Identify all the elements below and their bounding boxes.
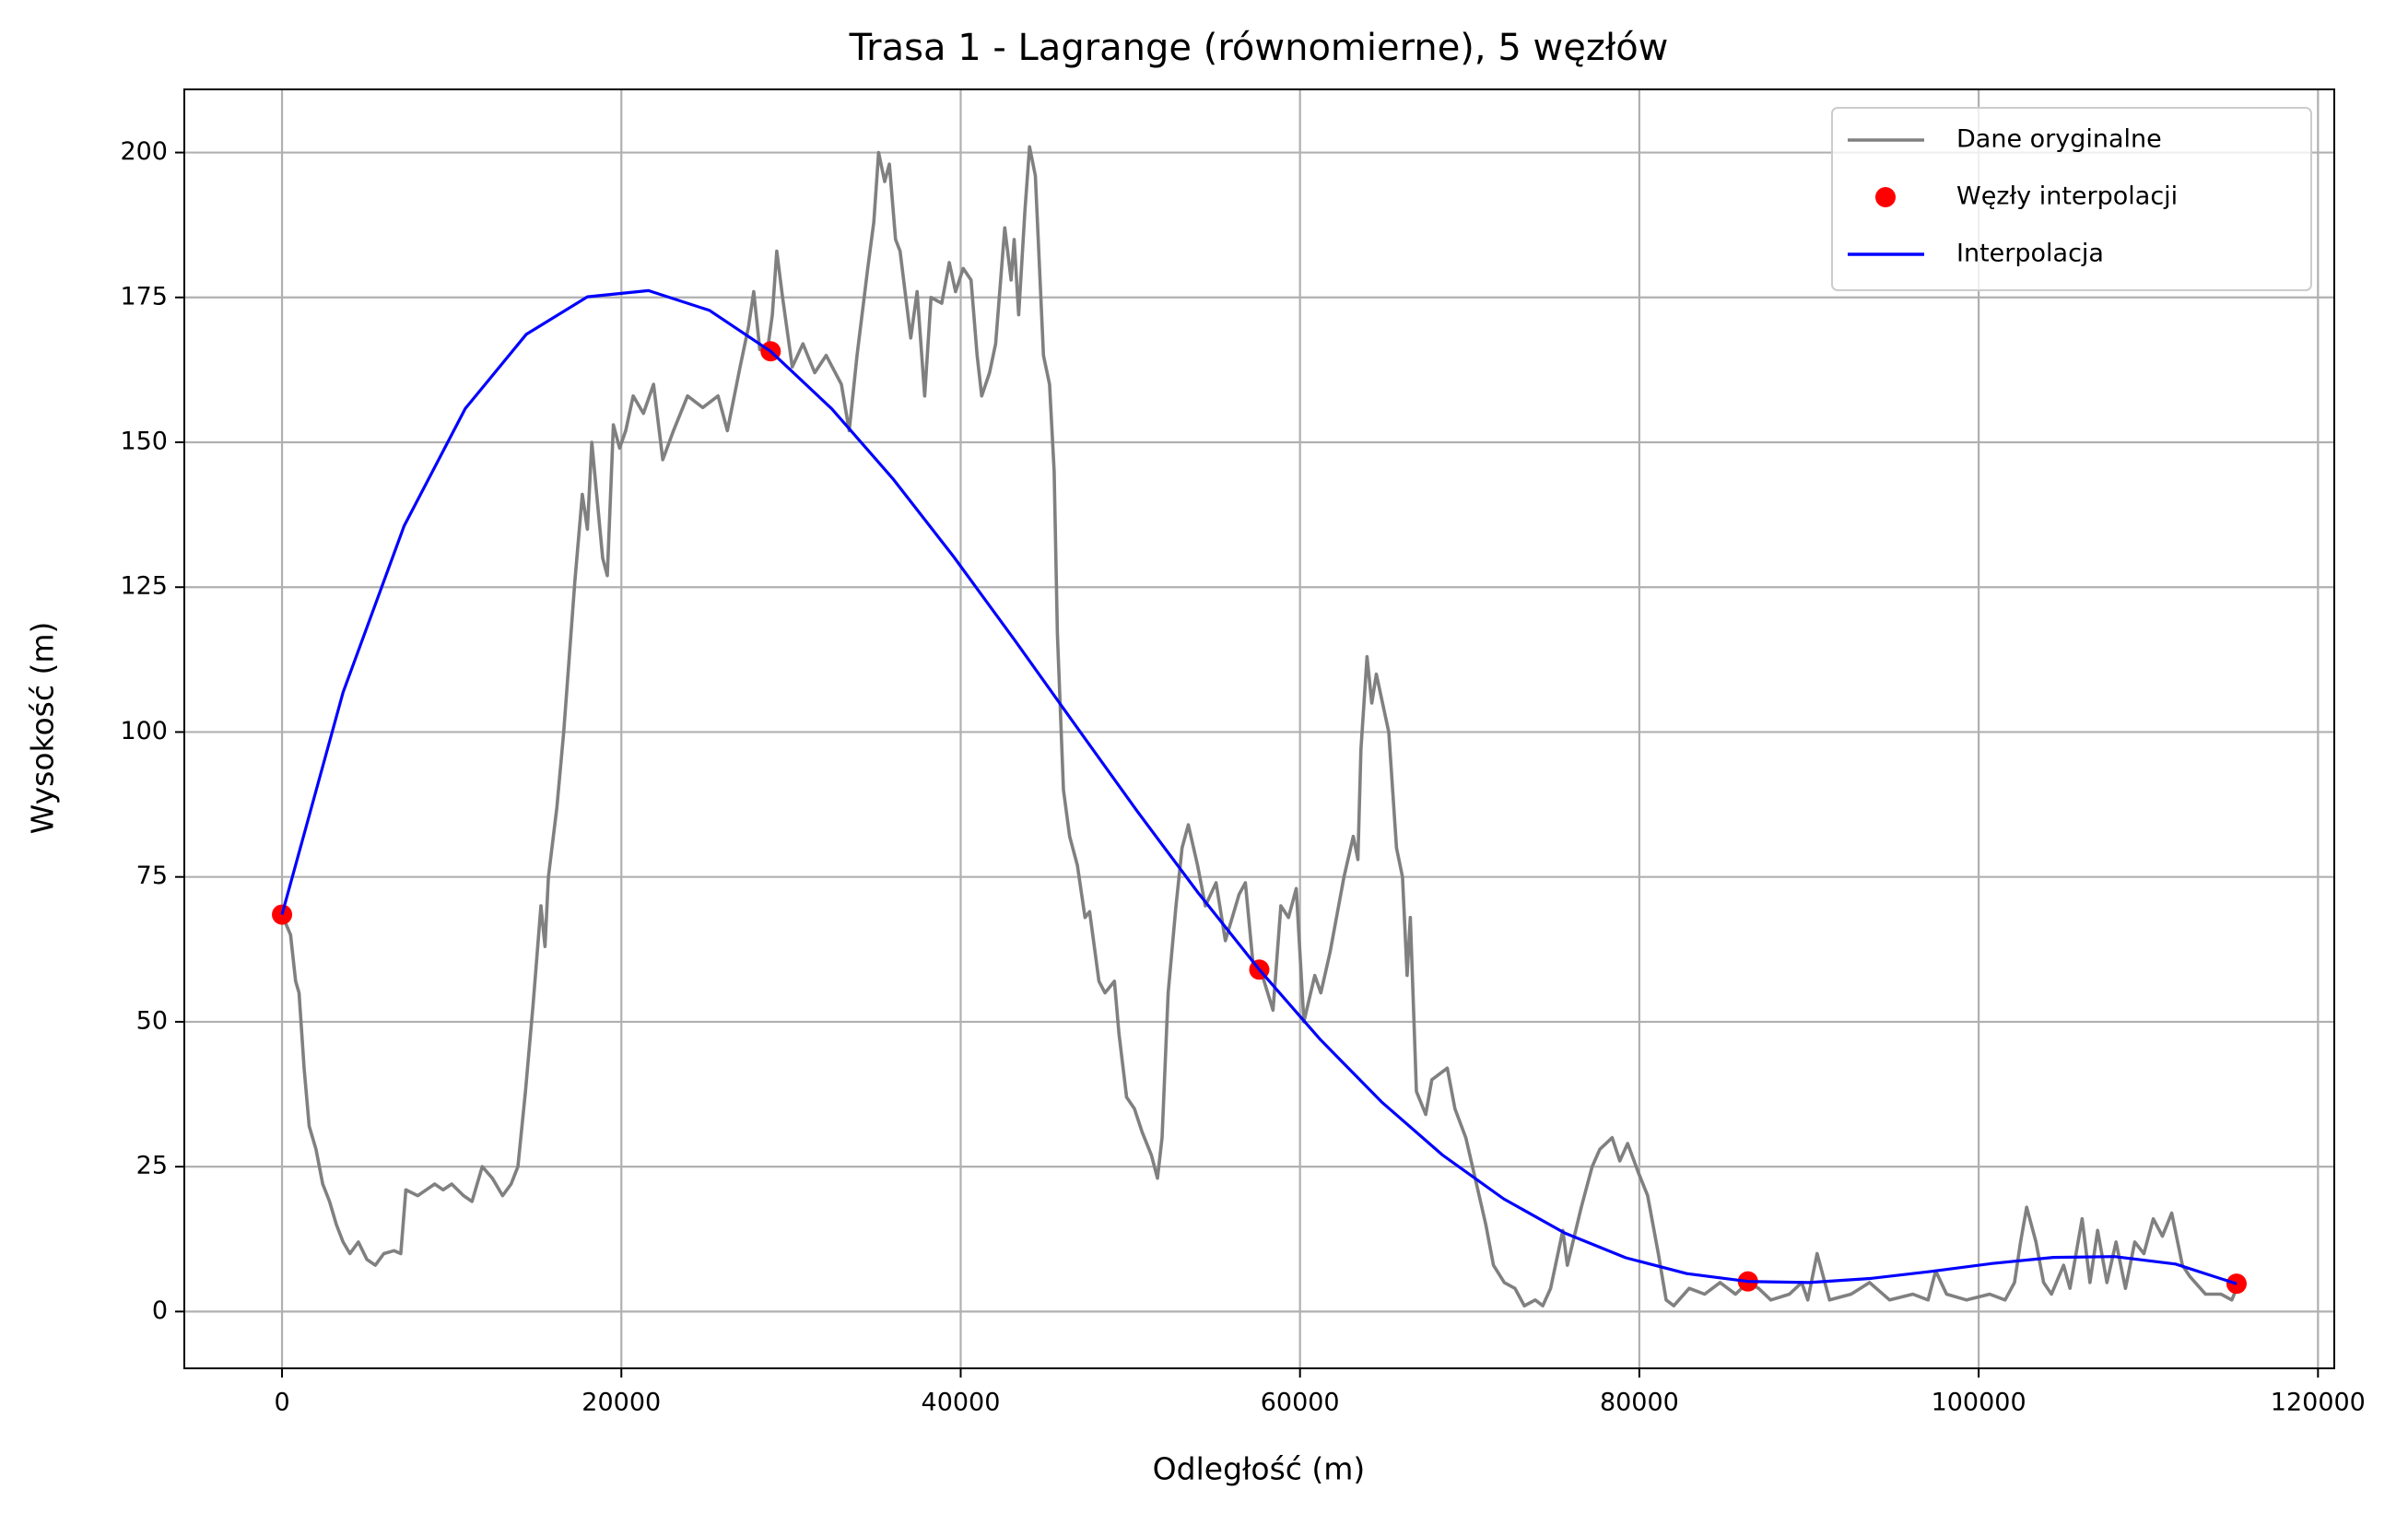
plot-frame: [183, 88, 2335, 1369]
x-tick-label: 20000: [581, 1389, 661, 1417]
y-tick-label: 175: [120, 282, 168, 311]
y-tick-label: 200: [120, 137, 168, 166]
x-tick-label: 0: [274, 1389, 289, 1417]
legend-label: Węzły interpolacji: [1956, 182, 2178, 211]
y-tick-label: 50: [136, 1006, 168, 1035]
y-tick-label: 0: [152, 1296, 168, 1325]
chart-title: Trasa 1 - Lagrange (równomierne), 5 węzł…: [849, 27, 1669, 69]
legend-marker: [1875, 187, 1896, 207]
x-tick-label: 60000: [1261, 1389, 1340, 1417]
legend-box: [1831, 107, 2312, 291]
legend-label: Interpolacja: [1956, 240, 2104, 268]
data-line: [280, 288, 2238, 1285]
x-axis-label: Odległość (m): [1153, 1451, 1366, 1487]
x-tick-label: 40000: [922, 1389, 1001, 1417]
y-tick-label: 100: [120, 717, 168, 745]
y-tick-label: 75: [136, 862, 168, 890]
x-tick-label: 120000: [2271, 1389, 2366, 1417]
x-tick-label: 80000: [1600, 1389, 1679, 1417]
data-line: [280, 145, 2238, 1308]
legend-label: Dane oryginalne: [1956, 125, 2162, 154]
y-tick-label: 125: [120, 572, 168, 601]
y-tick-label: 150: [120, 428, 168, 456]
y-axis-label: Wysokość (m): [25, 622, 61, 835]
x-tick-label: 100000: [1932, 1389, 2026, 1417]
y-tick-label: 25: [136, 1152, 168, 1180]
